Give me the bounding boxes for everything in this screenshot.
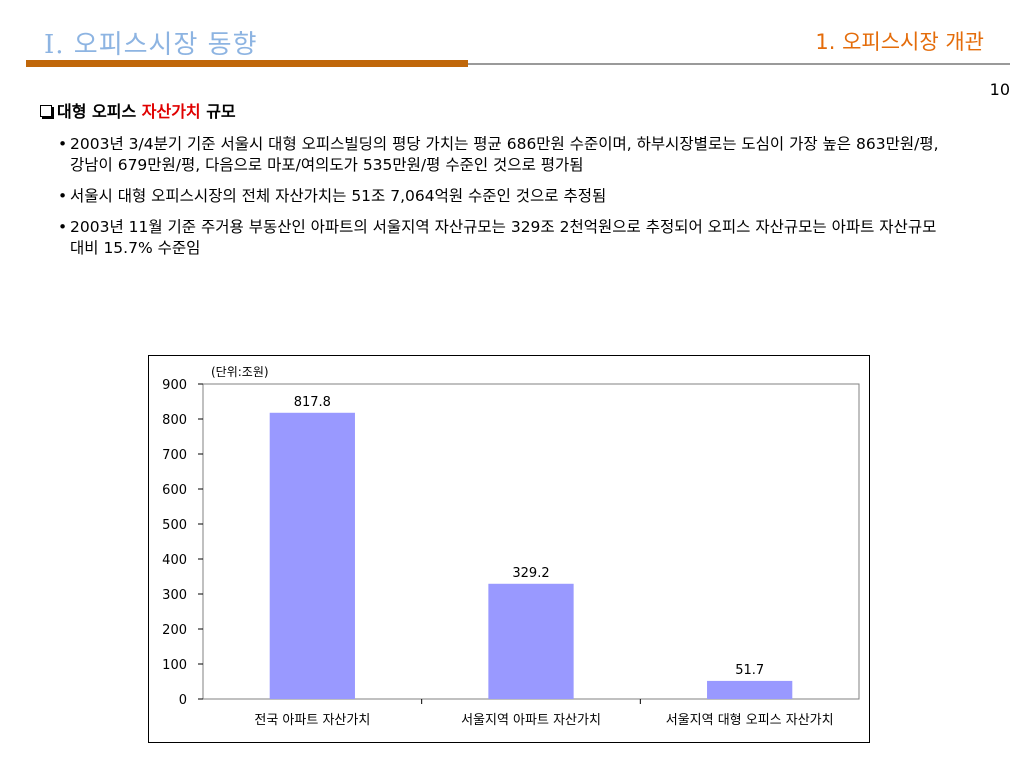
page-number: 10 <box>989 80 1010 99</box>
y-tick-label: 100 <box>162 658 187 673</box>
y-tick-label: 900 <box>162 378 187 393</box>
data-label: 817.8 <box>294 395 331 410</box>
checkbox-bullet-icon <box>40 104 52 117</box>
slide-heading: 대형 오피스 자산가치 규모 <box>40 98 236 122</box>
y-tick-label: 600 <box>162 483 187 498</box>
bar <box>707 680 793 699</box>
subsection-title: 1. 오피스시장 개관 <box>815 30 984 54</box>
y-tick-label: 500 <box>162 518 187 533</box>
data-label: 51.7 <box>735 663 764 678</box>
bar <box>269 412 355 699</box>
y-tick-label: 800 <box>162 413 187 428</box>
section-title: I. 오피스시장 동향 <box>44 30 258 60</box>
heading-suffix: 규모 <box>200 102 236 121</box>
heading-highlight: 자산가치 <box>141 102 201 121</box>
y-tick-label: 300 <box>162 588 187 603</box>
heading-prefix: 대형 오피스 <box>57 102 142 121</box>
y-tick-label: 200 <box>162 623 187 638</box>
y-tick-label: 0 <box>179 693 187 708</box>
x-tick-label: 서울지역 대형 오피스 자산가치 <box>666 713 834 728</box>
y-tick-label: 700 <box>162 448 187 463</box>
y-tick-label: 400 <box>162 553 187 568</box>
chart-svg: 0 100 200 300 400 500 600 700 800 900 (단위:조원) 817.8… <box>162 365 860 728</box>
bar <box>488 583 574 699</box>
data-label: 329.2 <box>512 566 549 581</box>
x-tick-label: 전국 아파트 자산가치 <box>254 713 370 728</box>
bullet-item: 서울시 대형 오피스시장의 전체 자산가치는 51조 7,064억원 수준인 것… <box>56 186 946 207</box>
header-rule-thin <box>468 63 1010 65</box>
bullet-item: 2003년 11월 기준 주거용 부동산인 아파트의 서울지역 자산규모는 32… <box>56 217 946 259</box>
x-tick-label: 서울지역 아파트 자산가치 <box>461 713 601 728</box>
bullet-item: 2003년 3/4분기 기준 서울시 대형 오피스빌딩의 평당 가치는 평균 6… <box>56 134 946 176</box>
header-rule-thick <box>26 60 468 67</box>
unit-label: (단위:조원) <box>211 365 269 379</box>
asset-value-chart: 0 100 200 300 400 500 600 700 800 900 (단위:조원) 817.8… <box>148 355 870 743</box>
bullet-list: 2003년 3/4분기 기준 서울시 대형 오피스빌딩의 평당 가치는 평균 6… <box>56 134 946 269</box>
